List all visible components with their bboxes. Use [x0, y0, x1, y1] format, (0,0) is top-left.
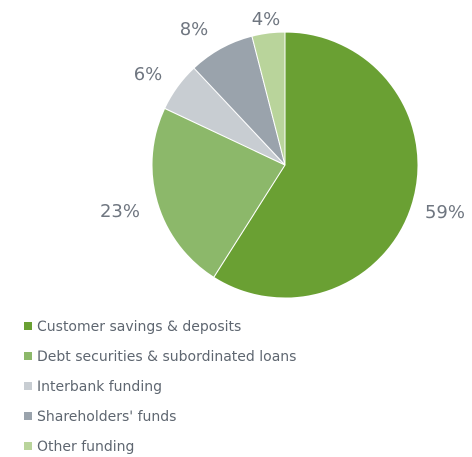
legend-swatch-4	[24, 412, 32, 420]
legend: Customer savings & deposits Debt securiti…	[24, 319, 296, 455]
slice-value-label-5: 4%	[252, 9, 281, 30]
legend-swatch-3	[24, 382, 32, 390]
slice-value-label-4: 8%	[180, 19, 209, 40]
legend-swatch-5	[24, 442, 32, 450]
legend-label-1: Customer savings & deposits	[37, 319, 241, 335]
legend-swatch-2	[24, 352, 32, 360]
legend-label-4: Shareholders' funds	[37, 409, 176, 425]
legend-swatch-1	[24, 322, 32, 330]
slice-value-label-2: 23%	[100, 201, 140, 222]
legend-label-3: Interbank funding	[37, 379, 162, 395]
pie-slice-1	[213, 31, 419, 299]
pie-slice-labels: 59% 23% 6% 8% 4%	[100, 9, 465, 223]
pie-slices	[151, 31, 419, 299]
legend-label-5: Other funding	[37, 439, 134, 455]
slice-value-label-3: 6%	[134, 64, 163, 85]
legend-label-2: Debt securities & subordinated loans	[37, 349, 296, 365]
pie-slice-2	[151, 107, 286, 278]
pie-slice-5	[251, 31, 286, 166]
slice-value-label-1: 59%	[425, 202, 465, 223]
